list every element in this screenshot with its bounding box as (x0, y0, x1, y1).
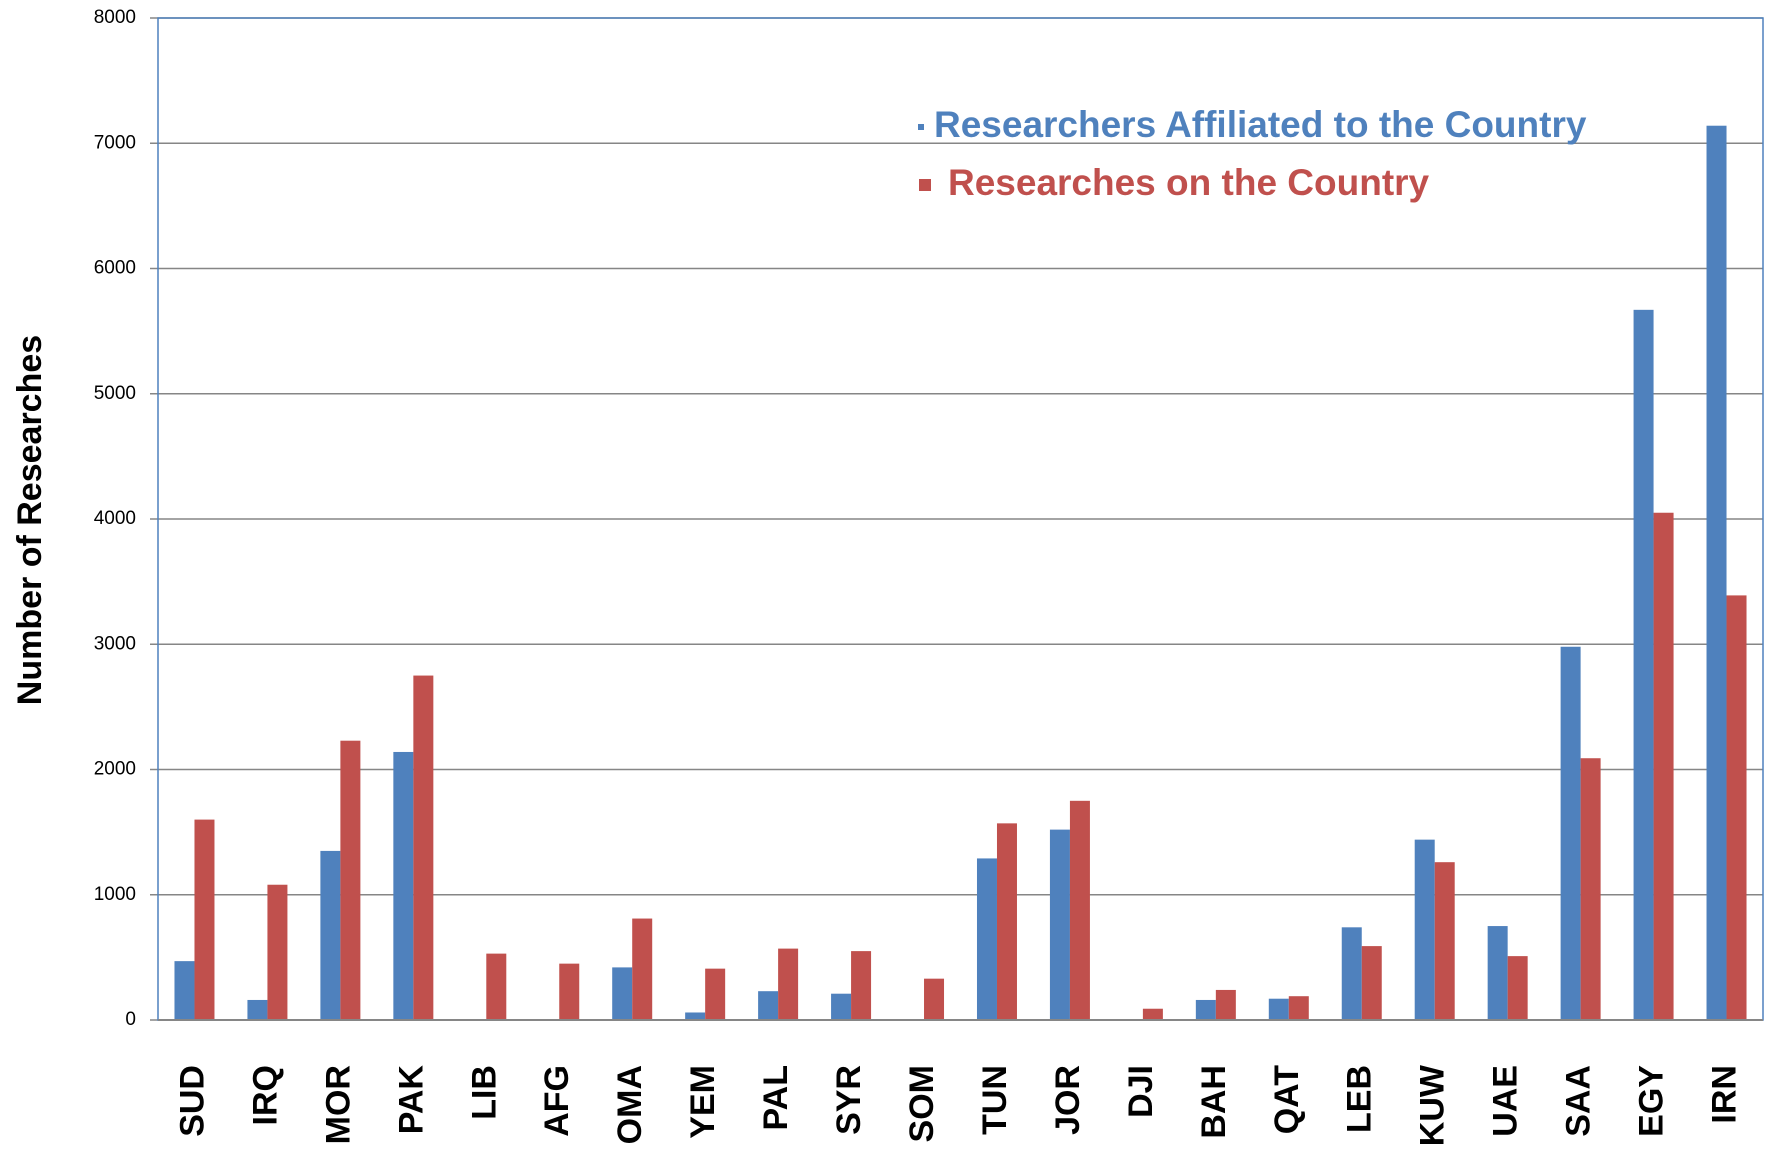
bar (612, 967, 633, 1020)
x-tick-label: OMA (611, 1065, 649, 1144)
y-tick-label: 0 (125, 1009, 136, 1030)
bar (267, 884, 288, 1020)
y-tick-label: 8000 (94, 7, 136, 28)
bar (831, 993, 852, 1020)
bar (1653, 512, 1674, 1020)
bar (996, 823, 1017, 1020)
x-tick-label: IRN (1706, 1065, 1744, 1124)
bar (1507, 956, 1528, 1020)
x-tick-label: SUD (173, 1065, 211, 1137)
x-tick-label: EGY (1633, 1065, 1671, 1137)
legend-swatch (918, 124, 924, 130)
bar (976, 858, 997, 1020)
x-tick-label: TUN (976, 1065, 1014, 1135)
bar (1560, 646, 1581, 1020)
x-tick-label: LIB (465, 1065, 503, 1120)
x-tick-label: AFG (538, 1065, 576, 1137)
y-tick-label: 5000 (94, 383, 136, 404)
x-tick-label: YEM (684, 1065, 722, 1139)
y-tick-label: 2000 (94, 759, 136, 780)
bar (247, 999, 268, 1020)
bar (320, 850, 341, 1020)
bar (1142, 1008, 1163, 1020)
bar (778, 948, 799, 1020)
bar (632, 918, 653, 1020)
bar (559, 963, 580, 1020)
y-axis-title: Number of Researches (11, 335, 49, 705)
bar (1726, 595, 1747, 1020)
bar (1049, 829, 1070, 1020)
bar (1434, 862, 1455, 1020)
bar (393, 751, 414, 1020)
bar (705, 968, 726, 1020)
x-tick-label: SYR (830, 1065, 868, 1135)
bar (194, 819, 215, 1020)
x-tick-label: JOR (1049, 1065, 1087, 1135)
bar (486, 953, 507, 1020)
y-tick-label: 7000 (94, 132, 136, 153)
x-tick-label: LEB (1341, 1065, 1379, 1133)
bar (1195, 999, 1216, 1020)
legend-label: Researches on the Country (948, 162, 1430, 203)
y-tick-label: 6000 (94, 258, 136, 279)
legend-label: Researchers Affiliated to the Country (934, 104, 1587, 145)
x-tick-label: SOM (903, 1065, 941, 1142)
bar (340, 740, 361, 1020)
bar (924, 978, 945, 1020)
x-tick-label: BAH (1195, 1065, 1233, 1139)
bar (1633, 309, 1654, 1020)
x-tick-label: QAT (1268, 1065, 1306, 1134)
x-tick-label: KUW (1414, 1064, 1452, 1146)
x-tick-label: IRQ (246, 1065, 284, 1125)
y-tick-label: 1000 (94, 884, 136, 905)
bar (1487, 926, 1508, 1020)
x-tick-label: PAK (392, 1065, 430, 1135)
bar (1361, 946, 1382, 1020)
bar (1414, 839, 1435, 1020)
y-tick-label: 4000 (94, 508, 136, 529)
bar (1580, 758, 1601, 1020)
bar (1288, 996, 1309, 1020)
bar (1706, 125, 1727, 1021)
bar (174, 961, 195, 1020)
bar (851, 951, 872, 1020)
bar (1215, 989, 1236, 1020)
legend-swatch (919, 179, 931, 191)
x-tick-label: DJI (1122, 1065, 1160, 1118)
bar (413, 675, 434, 1020)
y-tick-label: 3000 (94, 633, 136, 654)
x-tick-label: PAL (757, 1065, 795, 1130)
bar (1341, 927, 1362, 1020)
bar (1268, 998, 1289, 1020)
x-tick-label: MOR (319, 1065, 357, 1144)
bar (1069, 800, 1090, 1020)
bar (758, 991, 779, 1020)
x-tick-label: UAE (1487, 1065, 1525, 1137)
bar (685, 1012, 706, 1020)
x-tick-label: SAA (1560, 1065, 1598, 1137)
